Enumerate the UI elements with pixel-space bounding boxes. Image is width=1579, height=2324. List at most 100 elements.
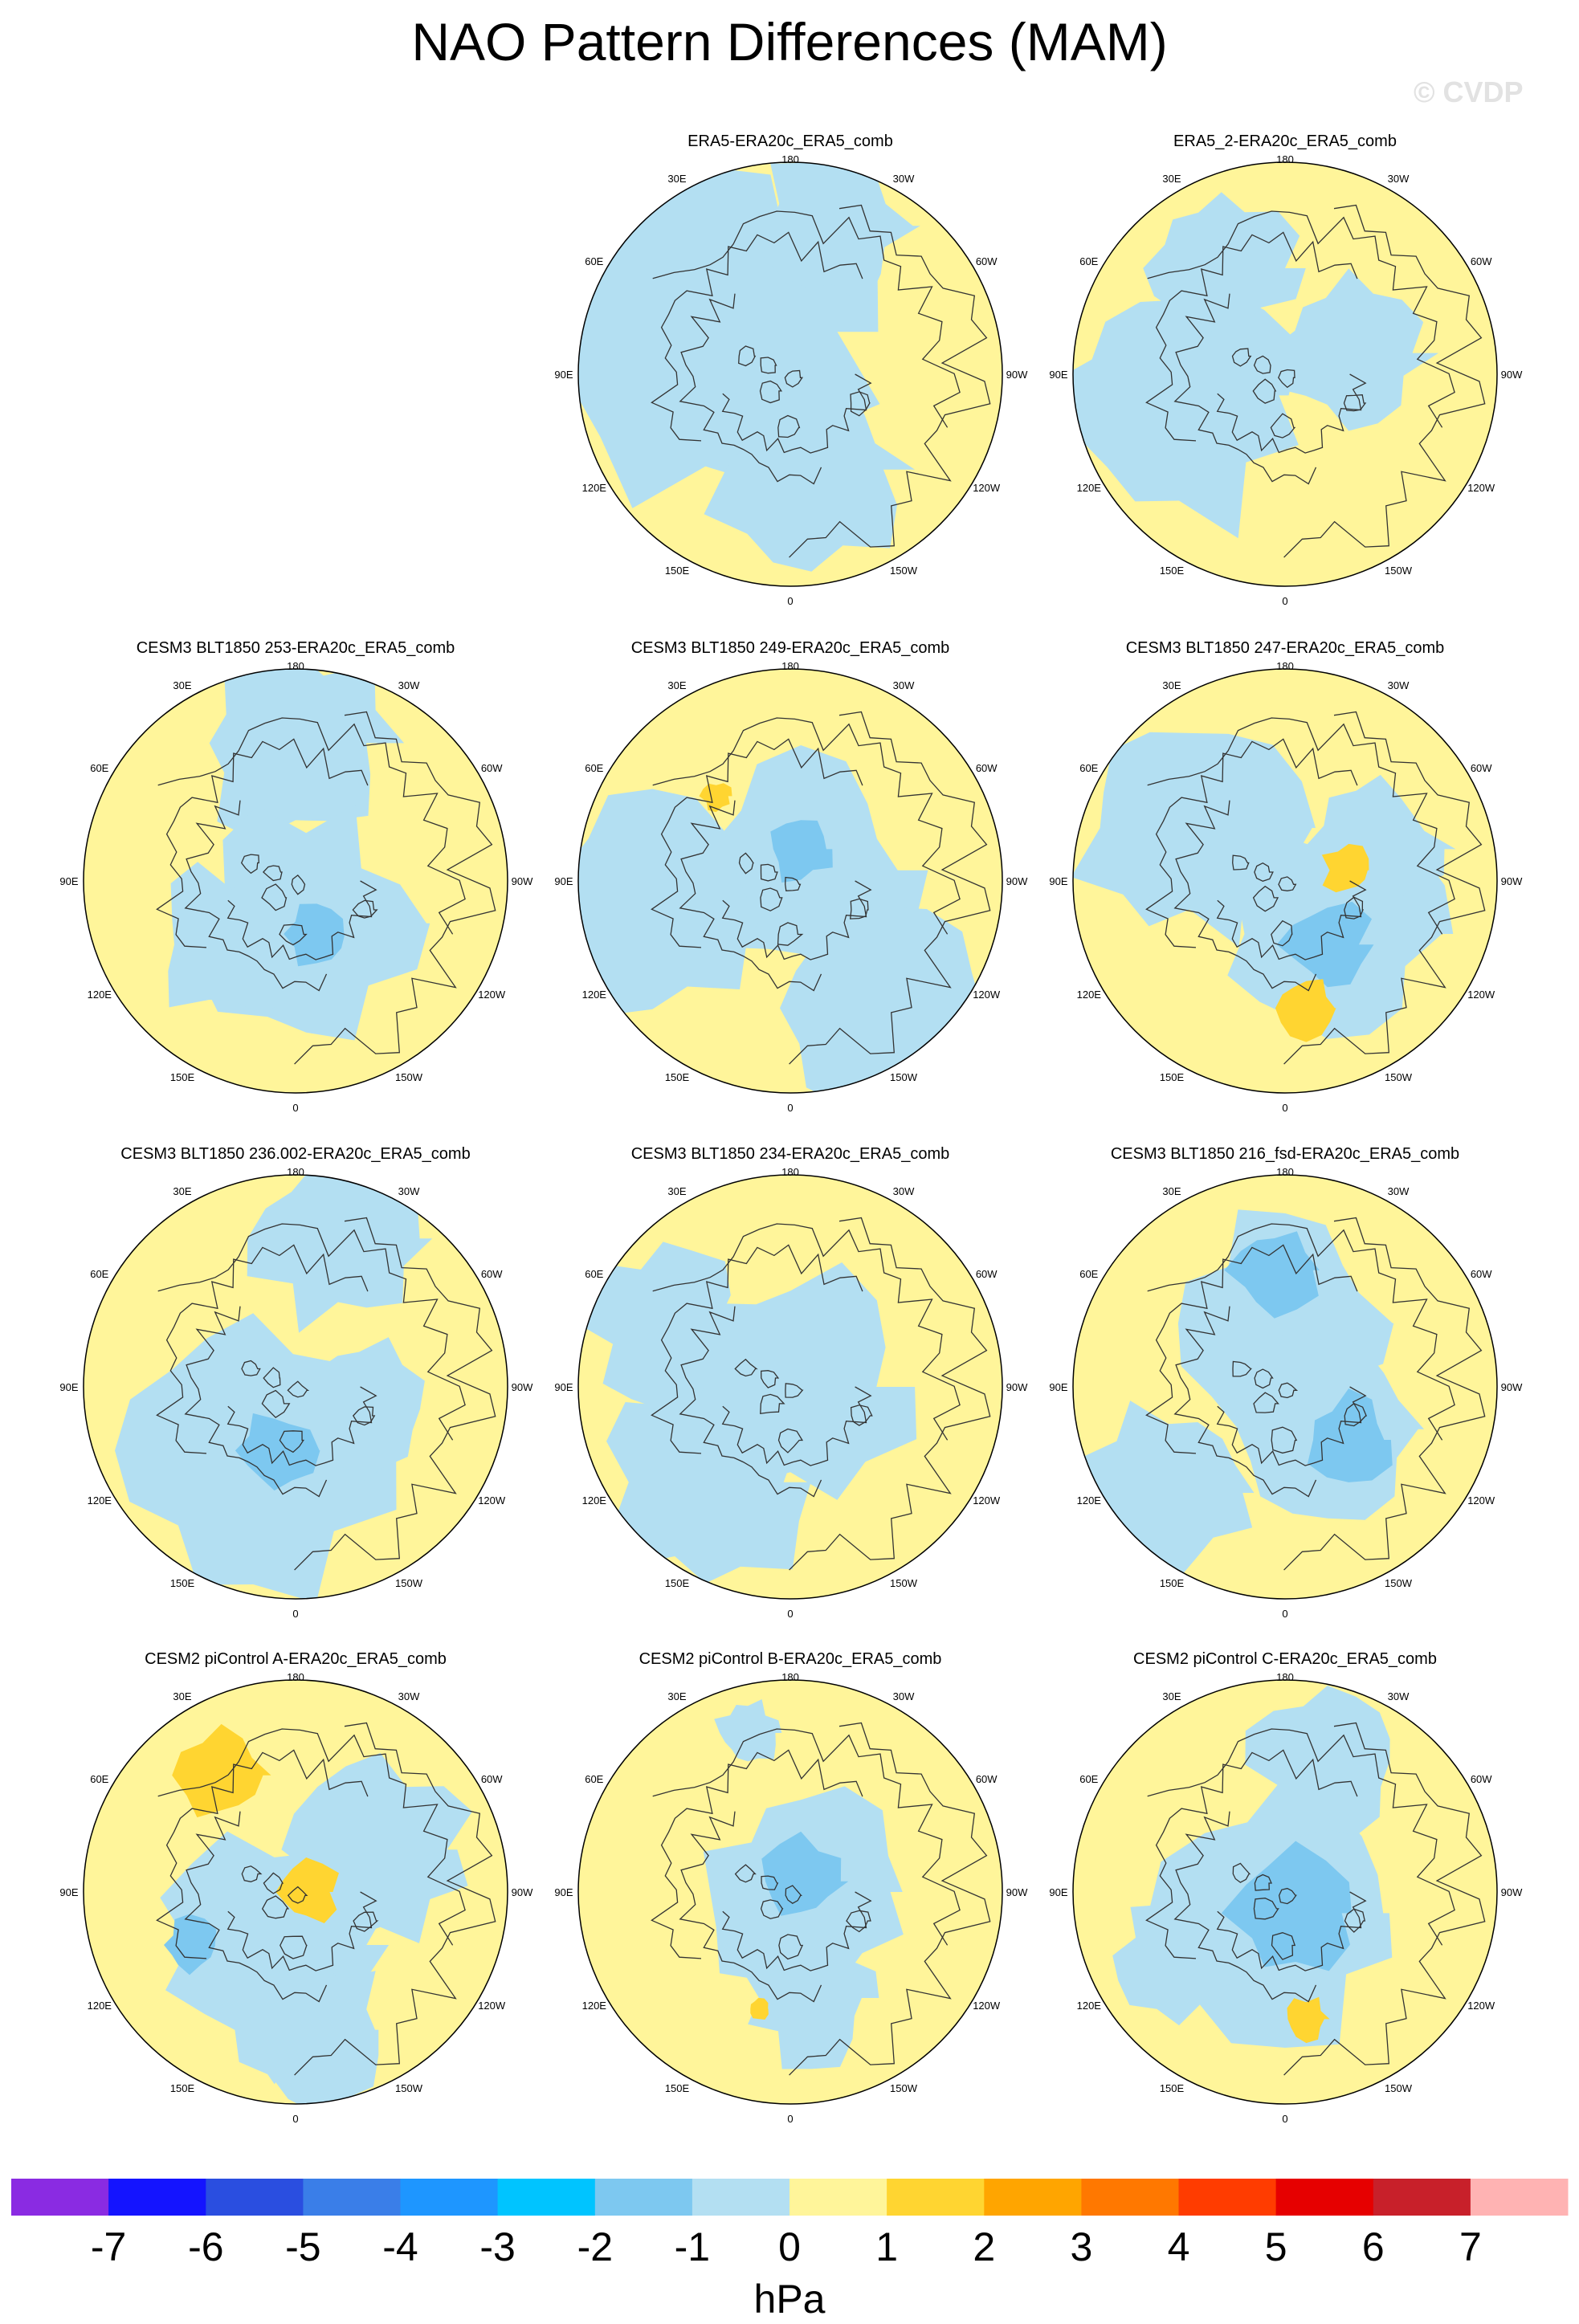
longitude-label: 120E [88, 1494, 112, 1507]
longitude-label: 90E [59, 875, 78, 887]
strong-positive-anomaly-region [699, 783, 732, 813]
coastlines [1145, 204, 1486, 558]
colorbar-tick-label: 7 [1459, 2224, 1482, 2269]
longitude-label: 60E [1079, 1773, 1098, 1785]
longitude-label: 150W [1385, 1071, 1413, 1083]
panel-title: CESM3 BLT1850 234-ERA20c_ERA5_comb [631, 1145, 950, 1163]
map-boundary [1072, 1679, 1498, 2105]
longitude-label: 60E [1079, 1268, 1098, 1280]
map-boundary [577, 668, 1003, 1094]
coastlines [156, 1217, 496, 1571]
longitude-label: 120W [1467, 2000, 1495, 2012]
longitude-label: 90W [1501, 1886, 1523, 1898]
map-boundary [577, 161, 1003, 587]
longitude-label: 90W [512, 1381, 533, 1393]
longitude-label: 150E [665, 2082, 690, 2094]
colorbar-tick-label: -5 [285, 2224, 320, 2269]
longitude-label: 60W [481, 1773, 503, 1785]
strong-negative-anomaly-region [235, 1413, 320, 1491]
longitude-label: 0 [1282, 595, 1287, 607]
longitude-label: 90W [1006, 875, 1028, 887]
longitude-label: 120E [582, 482, 607, 494]
negative-anomaly-region [761, 162, 920, 307]
strong-negative-anomaly-region [770, 820, 833, 883]
longitude-label: 60E [1079, 762, 1098, 774]
longitude-label: 150E [1160, 1577, 1185, 1589]
longitude-label: 30E [1162, 1185, 1181, 1197]
longitude-label: 120E [1077, 482, 1102, 494]
longitude-label: 150E [665, 1577, 690, 1589]
longitude-label: 30E [667, 173, 686, 185]
colorbar-tick-label: 2 [973, 2224, 995, 2269]
longitude-label: 120E [1077, 1494, 1102, 1507]
map-panel: CESM2 piControl C-ERA20c_ERA5_comb 180 150… [1049, 1650, 1523, 2125]
strong-negative-anomaly-region [1308, 1388, 1393, 1482]
panel-title: CESM2 piControl B-ERA20c_ERA5_comb [639, 1650, 942, 1668]
longitude-label: 60E [585, 1268, 603, 1280]
longitude-label: 120E [88, 2000, 112, 2012]
panel-title: ERA5-ERA20c_ERA5_comb [687, 133, 893, 150]
longitude-label: 120E [1077, 2000, 1102, 2012]
longitude-label: 150W [890, 1577, 918, 1589]
longitude-label: 120W [973, 1494, 1001, 1507]
map-panel: CESM2 piControl A-ERA20c_ERA5_comb 180 150… [59, 1650, 533, 2125]
cvdp-watermark: © CVDP [1414, 75, 1524, 108]
coastlines [156, 711, 496, 1065]
longitude-label: 60E [585, 255, 603, 267]
longitude-label: 30W [893, 173, 915, 185]
longitude-label: 0 [1282, 1102, 1287, 1114]
longitude-label: 90E [554, 1381, 573, 1393]
longitude-label: 150E [665, 565, 690, 577]
longitude-label: 150E [665, 1071, 690, 1083]
colorbar-swatch [1373, 2179, 1471, 2216]
longitude-label: 90W [1006, 369, 1028, 381]
colorbar-swatch [303, 2179, 401, 2216]
longitude-label: 30E [173, 1185, 191, 1197]
colorbar-swatch [692, 2179, 790, 2216]
negative-anomaly-region [1112, 1894, 1242, 2026]
longitude-label: 150W [890, 1071, 918, 1083]
negative-anomaly-region [168, 862, 316, 1014]
longitude-label: 30W [1388, 173, 1410, 185]
strong-negative-anomaly-region [1276, 901, 1374, 988]
map-boundary [577, 1174, 1003, 1600]
longitude-label: 120E [582, 989, 607, 1001]
longitude-label: 150W [1385, 1577, 1413, 1589]
longitude-label: 180 [1276, 1671, 1294, 1683]
longitude-label: 90E [554, 369, 573, 381]
longitude-label: 90W [512, 1886, 533, 1898]
longitude-label: 60W [976, 762, 998, 774]
strong-negative-anomaly-region [1221, 1841, 1352, 1971]
longitude-label: 120W [1467, 482, 1495, 494]
longitude-label: 0 [292, 2113, 298, 2125]
strong-positive-anomaly-region [750, 1997, 769, 2020]
longitude-label: 30W [1388, 1690, 1410, 1702]
coastlines [1145, 1722, 1486, 2076]
longitude-label: 30W [398, 1690, 420, 1702]
longitude-label: 120W [973, 989, 1001, 1001]
longitude-label: 120W [1467, 989, 1495, 1001]
longitude-label: 60W [1471, 762, 1492, 774]
colorbar-tick-label: -4 [382, 2224, 418, 2269]
strong-positive-anomaly-region [1287, 1996, 1330, 2044]
colorbar-swatch [790, 2179, 887, 2216]
longitude-label: 180 [781, 1671, 799, 1683]
coastlines [651, 1217, 991, 1571]
panel-title: CESM3 BLT1850 247-ERA20c_ERA5_comb [1126, 639, 1445, 657]
longitude-label: 60W [1471, 1268, 1492, 1280]
longitude-label: 90W [1006, 1886, 1028, 1898]
strong-negative-anomaly-region [761, 1831, 849, 1916]
longitude-label: 30E [1162, 1690, 1181, 1702]
longitude-label: 60W [481, 1268, 503, 1280]
longitude-label: 120W [1467, 1494, 1495, 1507]
colorbar-tick-label: -3 [479, 2224, 515, 2269]
negative-anomaly-region [578, 1242, 732, 1411]
negative-anomaly-region [1073, 732, 1316, 948]
longitude-label: 120W [478, 1494, 506, 1507]
coastlines [651, 711, 991, 1065]
longitude-label: 0 [1282, 2113, 1287, 2125]
longitude-label: 180 [781, 153, 799, 165]
longitude-label: 180 [1276, 153, 1294, 165]
longitude-label: 120E [582, 2000, 607, 2012]
